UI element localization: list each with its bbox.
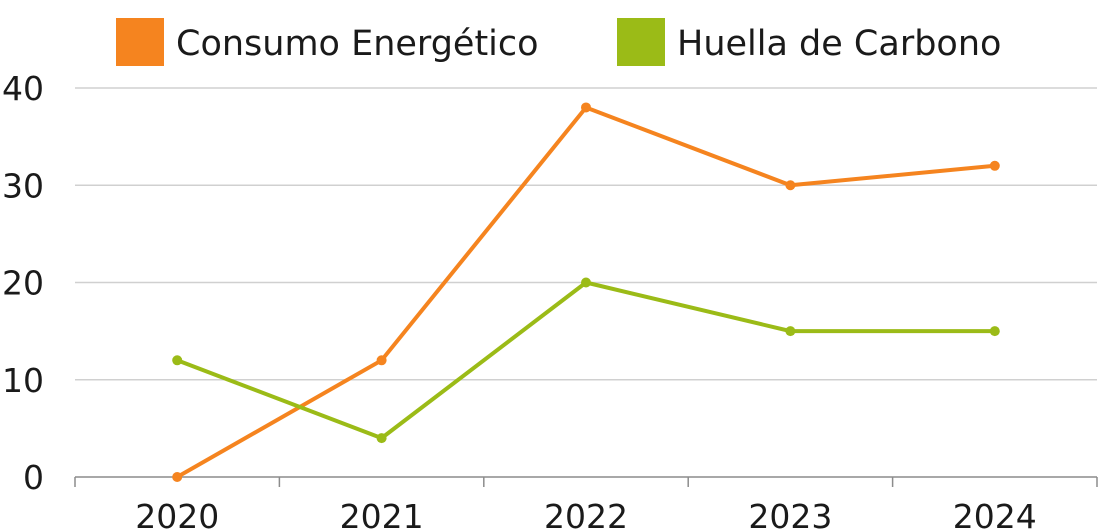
data-point-consumo-energetico-2023 xyxy=(785,180,796,191)
data-point-consumo-energetico-2021 xyxy=(376,355,387,366)
data-point-huella-de-carbono-2024 xyxy=(989,326,1000,337)
gridlines xyxy=(75,87,1097,381)
legend-swatch-consumo-energetico xyxy=(116,18,164,66)
data-point-huella-de-carbono-2023 xyxy=(785,326,796,337)
y-axis: 0 10 20 30 40 xyxy=(2,69,44,497)
x-tick-label-2020: 2020 xyxy=(135,497,219,532)
x-tick-label-2024: 2024 xyxy=(953,497,1037,532)
legend: Consumo Energético Huella de Carbono xyxy=(116,18,1001,66)
data-point-huella-de-carbono-2020 xyxy=(172,355,183,366)
y-tick-label-0: 0 xyxy=(23,458,44,497)
x-tick-label-2021: 2021 xyxy=(340,497,424,532)
data-point-huella-de-carbono-2022 xyxy=(581,277,591,288)
data-point-huella-de-carbono-2021 xyxy=(376,433,387,444)
y-tick-label-20: 20 xyxy=(2,264,44,303)
legend-label-consumo-energetico: Consumo Energético xyxy=(176,24,539,64)
legend-swatch-huella-de-carbono xyxy=(617,18,665,66)
y-tick-label-10: 10 xyxy=(2,361,44,400)
series-line-consumo-energetico xyxy=(175,105,997,479)
data-point-consumo-energetico-2022 xyxy=(581,102,591,113)
x-axis: 2020 2021 2022 2023 2024 xyxy=(74,476,1098,532)
y-tick-label-30: 30 xyxy=(2,166,44,205)
y-tick-label-40: 40 xyxy=(2,69,44,108)
x-tick-label-2022: 2022 xyxy=(544,497,628,532)
data-point-consumo-energetico-2020 xyxy=(172,472,183,482)
x-tick-label-2023: 2023 xyxy=(748,497,832,532)
series-line-huella-de-carbono xyxy=(175,280,997,441)
legend-label-huella-de-carbono: Huella de Carbono xyxy=(677,24,1001,64)
data-point-consumo-energetico-2024 xyxy=(989,160,1000,171)
series-layer xyxy=(172,102,1000,482)
